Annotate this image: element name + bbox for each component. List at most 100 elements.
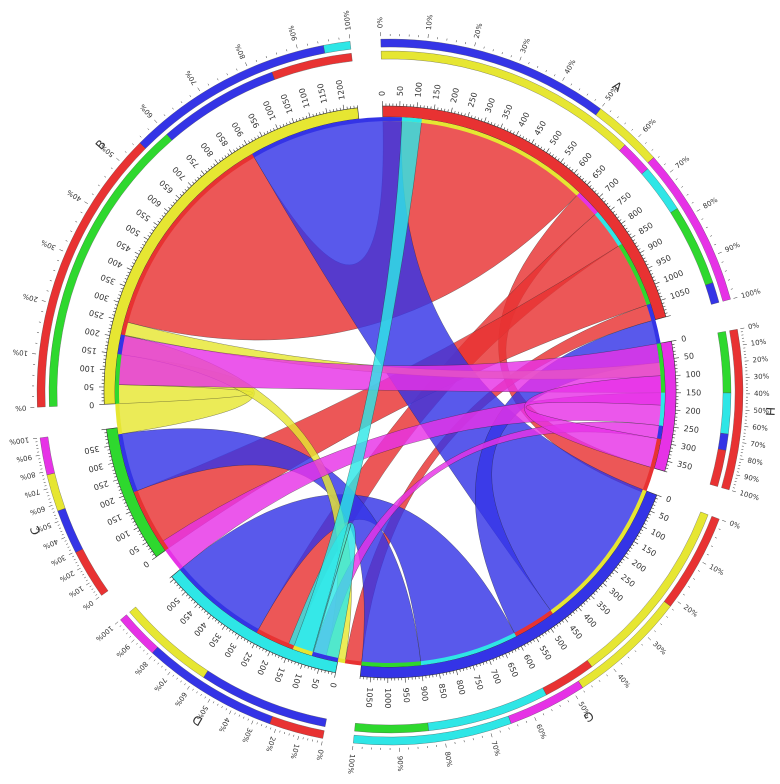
percent-tick [227, 73, 228, 75]
tick-mark [569, 167, 571, 169]
tick-mark [638, 249, 640, 250]
tick-mark [141, 536, 143, 537]
tick-mark [671, 444, 676, 445]
tick-mark [180, 194, 182, 196]
tick-mark [601, 586, 603, 588]
tick-mark [138, 530, 140, 531]
percent-tick [664, 164, 666, 165]
tick-label-g: 150 [640, 543, 658, 559]
percent-tick [116, 158, 119, 161]
tick-mark [317, 669, 318, 674]
tick-mark [295, 662, 296, 664]
tick-mark [570, 614, 572, 616]
tick-label-g: 100 [649, 527, 667, 542]
percent-label-d: 90% [114, 642, 131, 659]
in-bar-g [664, 516, 719, 606]
tick-label-a: 200 [449, 87, 461, 104]
tick-label-b: 250 [88, 308, 105, 321]
tick-mark [175, 199, 177, 201]
percent-tick [714, 244, 716, 245]
tick-label-d: 450 [178, 608, 195, 625]
percent-tick [140, 136, 141, 137]
tick-label-b: 750 [185, 152, 202, 169]
percent-tick [149, 656, 152, 659]
tick-mark [267, 131, 268, 133]
tick-mark [132, 263, 134, 264]
tick-mark [667, 465, 669, 466]
percent-tick [475, 42, 476, 46]
tick-mark [204, 611, 206, 613]
percent-tick [248, 719, 249, 721]
tick-label-d: 200 [255, 659, 270, 677]
tick-mark [152, 554, 154, 555]
tick-label-g: 800 [454, 679, 466, 696]
tick-mark [581, 605, 583, 607]
tick-mark [669, 455, 671, 456]
tick-mark [228, 153, 229, 155]
tick-label-b: 1200 [335, 79, 347, 101]
tick-mark [114, 308, 116, 309]
percent-tick [701, 219, 703, 220]
tick-label-b: 850 [214, 130, 230, 148]
tick-mark [632, 544, 634, 545]
tick-mark [483, 662, 484, 664]
percent-tick [733, 297, 737, 298]
tick-mark [450, 672, 451, 674]
percent-tick [55, 522, 59, 523]
percent-tick [296, 44, 297, 48]
tick-label-b: 1000 [262, 99, 278, 121]
tick-mark [494, 123, 495, 125]
tick-mark [286, 123, 287, 125]
tick-mark [111, 466, 113, 467]
tick-mark [610, 575, 612, 577]
tick-mark [225, 155, 226, 157]
tick-mark [256, 645, 257, 647]
percent-tick [148, 129, 149, 130]
tick-label-b: 1100 [297, 87, 311, 109]
tick-mark [268, 652, 270, 657]
tick-label-g: 650 [505, 661, 519, 679]
percent-tick [46, 492, 48, 493]
tick-label-c: 200 [98, 495, 116, 509]
percent-tick [42, 300, 46, 301]
tick-mark [152, 230, 154, 231]
percent-tick [554, 74, 555, 76]
tick-mark [646, 264, 648, 265]
percent-label-b: 30% [40, 238, 58, 252]
percent-tick [44, 489, 48, 490]
tick-label-a: 50 [396, 86, 405, 96]
tick-mark [323, 111, 324, 113]
percent-tick [154, 120, 157, 123]
tick-mark [473, 666, 474, 671]
percent-label-g: 40% [616, 673, 632, 690]
tick-mark [578, 607, 581, 611]
tick-mark [667, 461, 672, 462]
tick-mark [532, 139, 534, 143]
tick-mark [617, 217, 619, 219]
percent-label-c: 20% [58, 569, 76, 584]
tick-mark [197, 177, 199, 179]
tick-mark [604, 201, 606, 203]
percent-tick [571, 84, 572, 86]
tick-mark [603, 583, 607, 586]
percent-tick [266, 726, 267, 728]
percent-tick [652, 149, 653, 150]
percent-tick [289, 733, 290, 735]
tick-mark [542, 634, 543, 636]
percent-tick [293, 735, 294, 737]
tick-label-g: 500 [553, 634, 569, 652]
tick-mark [480, 664, 481, 666]
tick-mark [597, 193, 599, 195]
tick-mark [655, 282, 660, 284]
percent-label-d: 80% [133, 660, 150, 677]
percent-tick [95, 594, 97, 595]
percent-tick [482, 736, 483, 738]
tick-mark [568, 616, 570, 618]
tick-mark [513, 132, 514, 134]
percent-tick [703, 562, 707, 564]
percent-tick [715, 537, 717, 538]
percent-tick [563, 77, 565, 80]
tick-mark [134, 524, 136, 525]
tick-mark [645, 261, 647, 262]
tick-mark [109, 456, 111, 457]
